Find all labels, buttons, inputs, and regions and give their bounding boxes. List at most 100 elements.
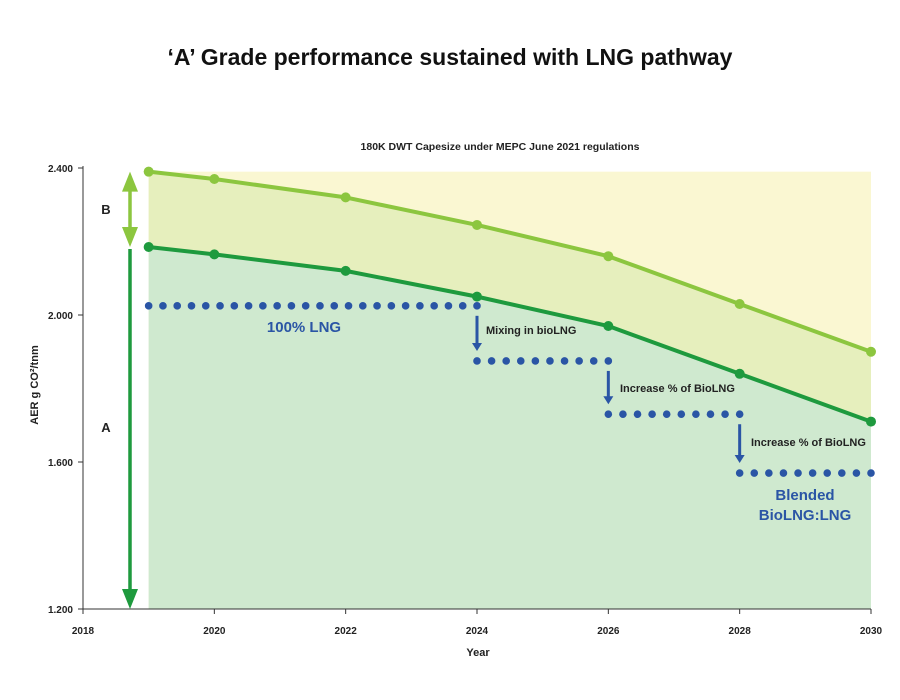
lng-dot (144, 302, 153, 310)
lng-dot (735, 410, 744, 419)
area-band-a (148, 247, 871, 609)
lng-dot (473, 302, 481, 310)
label-100-lng: 100% LNG (267, 319, 341, 336)
page-title: ‘A’ Grade performance sustained with LNG… (167, 44, 733, 70)
lng-dot (516, 357, 525, 365)
band-label-a: A (101, 420, 111, 435)
lng-dot (444, 302, 453, 310)
lng-dot (316, 302, 324, 310)
lng-dot (852, 469, 861, 477)
lng-dot (430, 302, 438, 310)
x-tick-label: 2020 (203, 626, 226, 637)
lng-dot (201, 302, 210, 310)
lng-dot (750, 469, 759, 477)
y-tick-label: 2.400 (48, 164, 73, 175)
lng-dot (779, 469, 788, 477)
upper-threshold-point (603, 251, 614, 262)
x-tick-label: 2018 (72, 626, 95, 637)
lng-dot (173, 302, 182, 310)
lng-dot (531, 357, 540, 365)
upper-threshold-point (866, 346, 876, 357)
x-axis-title: Year (466, 647, 490, 659)
y-tick-label: 1.200 (48, 605, 73, 616)
lng-dot (358, 302, 367, 310)
lng-dot (416, 302, 424, 310)
lower-threshold-point (209, 249, 220, 260)
lng-dot (619, 410, 627, 419)
band-b-arrow-head-top (122, 171, 138, 192)
lng-dot (502, 357, 510, 365)
lng-dot (575, 357, 583, 365)
lower-threshold-point (734, 368, 745, 379)
band-a-arrow-head (122, 589, 138, 609)
lng-dot (387, 302, 396, 310)
x-tick-label: 2026 (597, 626, 620, 637)
lng-dot (692, 410, 700, 419)
lng-dot (867, 469, 875, 477)
lng-dot (487, 357, 496, 365)
lng-dot (330, 302, 339, 310)
lng-dot (287, 302, 296, 310)
step-arrow-head (472, 342, 482, 351)
lng-dot (244, 302, 253, 310)
label-blended-line2: BioLNG:LNG (759, 507, 851, 524)
lng-dot (633, 410, 642, 419)
step-arrow-head (734, 455, 745, 464)
area-band-b (148, 171, 871, 422)
lng-dot (662, 410, 671, 419)
lng-dot (344, 302, 353, 310)
y-tick-label: 1.600 (48, 458, 73, 469)
lng-dot (735, 469, 744, 477)
label-blended-line1: Blended (775, 487, 834, 504)
lng-dot (546, 357, 554, 365)
lower-threshold-point (603, 321, 614, 332)
lng-dot (604, 410, 613, 419)
lng-dot (823, 469, 832, 477)
lower-threshold-point (472, 291, 482, 302)
x-tick-label: 2030 (860, 626, 883, 637)
lng-dot (677, 410, 686, 419)
lng-dot (301, 302, 310, 310)
label-mixing-biolng: Mixing in bioLNG (486, 325, 576, 337)
label-increase-biolng-1: Increase % of BioLNG (620, 383, 735, 395)
lng-dot (273, 302, 281, 310)
band-label-b: B (101, 202, 110, 217)
lng-dot (648, 410, 656, 419)
lng-dot (838, 469, 846, 477)
upper-threshold-point (143, 166, 154, 177)
lower-threshold-point (340, 265, 351, 276)
lower-threshold-point (866, 416, 876, 427)
lng-dot (458, 302, 467, 310)
lng-dot (765, 469, 773, 477)
lng-dot (216, 302, 224, 310)
lng-dot (230, 302, 239, 310)
lower-threshold-point (143, 242, 154, 253)
lng-dot (794, 469, 802, 477)
lng-dot (159, 302, 167, 310)
lng-dot (259, 302, 267, 310)
lng-dot (187, 302, 196, 310)
x-tick-label: 2028 (729, 626, 752, 637)
lng-dot (473, 357, 481, 365)
lng-dot (706, 410, 715, 419)
label-increase-biolng-2: Increase % of BioLNG (751, 437, 866, 449)
lng-dot (721, 410, 729, 419)
step-arrow-head (603, 396, 614, 405)
lng-dot (560, 357, 569, 365)
upper-threshold-point (209, 174, 220, 185)
lng-dot (604, 357, 613, 365)
lng-dot (401, 302, 410, 310)
lng-dot (373, 302, 381, 310)
band-b-arrow-head-bottom (122, 227, 138, 248)
y-axis-title: AER g CO²/tnm (29, 345, 41, 425)
upper-threshold-point (734, 298, 745, 309)
upper-threshold-point (472, 219, 482, 230)
x-tick-label: 2024 (466, 626, 489, 637)
y-tick-label: 2.000 (48, 311, 73, 322)
lng-dot (589, 357, 598, 365)
x-tick-label: 2022 (335, 626, 358, 637)
lng-dot (808, 469, 817, 477)
upper-threshold-point (340, 192, 351, 203)
